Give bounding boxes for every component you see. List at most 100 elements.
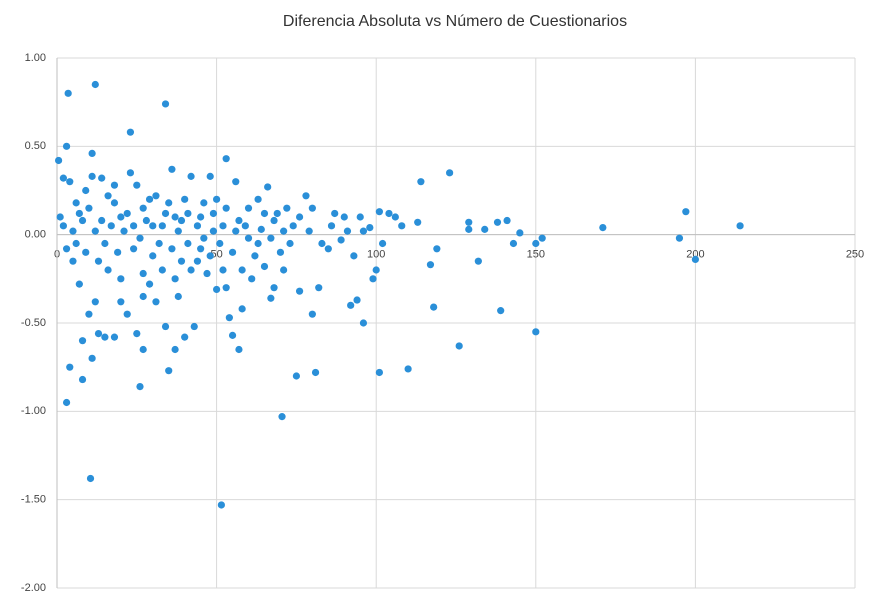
point — [280, 266, 288, 274]
point — [404, 365, 412, 373]
point — [228, 331, 237, 339]
point — [56, 213, 64, 221]
point — [216, 239, 224, 248]
point — [72, 239, 80, 248]
point — [82, 248, 90, 256]
point — [465, 218, 473, 226]
x-tick-label: 50 — [210, 249, 222, 261]
point — [69, 227, 77, 235]
point — [366, 224, 374, 232]
point — [280, 227, 288, 235]
point — [203, 269, 211, 278]
y-tick-label: -0.50 — [21, 317, 46, 329]
point — [181, 333, 189, 341]
point — [94, 330, 103, 338]
point — [219, 266, 227, 274]
point — [197, 245, 205, 253]
point — [104, 192, 112, 200]
point — [283, 204, 291, 212]
point — [691, 255, 700, 263]
point — [254, 195, 262, 203]
point — [359, 319, 368, 327]
point — [331, 209, 339, 218]
point — [177, 216, 186, 225]
point — [359, 227, 368, 235]
point — [248, 275, 256, 283]
point — [88, 172, 96, 180]
point — [54, 156, 63, 165]
point — [455, 342, 463, 350]
point — [66, 178, 74, 186]
point — [270, 216, 278, 225]
point — [264, 183, 272, 191]
point — [101, 239, 109, 248]
point — [184, 209, 192, 218]
point — [302, 192, 310, 200]
point — [289, 222, 297, 230]
point — [104, 266, 112, 274]
point — [206, 172, 214, 180]
point — [139, 345, 147, 354]
x-tick-label: 250 — [846, 249, 864, 261]
point — [145, 195, 154, 203]
y-tick-label: -1.50 — [21, 494, 46, 506]
point — [446, 169, 454, 177]
point — [675, 234, 684, 242]
point — [375, 208, 383, 216]
point — [91, 80, 99, 89]
point — [343, 227, 352, 235]
point — [101, 333, 109, 341]
point — [130, 222, 138, 230]
point — [120, 227, 128, 235]
point — [278, 413, 286, 421]
point — [222, 284, 230, 292]
point — [136, 383, 144, 391]
point — [369, 275, 377, 283]
y-tick-label: -1.00 — [21, 405, 46, 417]
point — [110, 199, 119, 207]
point — [130, 245, 138, 253]
point — [235, 345, 243, 354]
point — [682, 208, 690, 216]
point — [75, 280, 83, 288]
point — [481, 225, 489, 233]
point — [62, 398, 71, 407]
point — [86, 474, 95, 483]
point — [225, 314, 233, 322]
point — [260, 262, 269, 271]
point — [213, 195, 221, 203]
point — [213, 285, 221, 294]
point — [171, 213, 179, 221]
point — [209, 209, 218, 218]
point — [276, 248, 285, 256]
point — [69, 257, 77, 265]
point — [235, 216, 243, 225]
point — [168, 165, 176, 173]
point — [94, 257, 103, 265]
point — [474, 257, 482, 265]
y-tick-label: 1.00 — [25, 52, 46, 64]
point — [228, 248, 237, 256]
y-tick-label: 0.00 — [25, 229, 46, 241]
point — [139, 204, 147, 212]
point — [117, 275, 125, 283]
point — [98, 216, 106, 225]
point — [181, 195, 189, 203]
point — [509, 239, 518, 248]
point — [117, 213, 125, 221]
point — [200, 234, 208, 242]
point — [417, 178, 425, 186]
point — [165, 199, 173, 207]
point — [117, 298, 125, 306]
point — [391, 213, 399, 221]
point — [174, 292, 182, 301]
point — [171, 345, 179, 354]
point — [232, 178, 240, 186]
point — [85, 310, 93, 318]
point — [219, 222, 227, 230]
point — [503, 216, 511, 225]
point — [238, 305, 246, 313]
x-tick-label: 100 — [367, 249, 385, 261]
point — [241, 222, 249, 230]
